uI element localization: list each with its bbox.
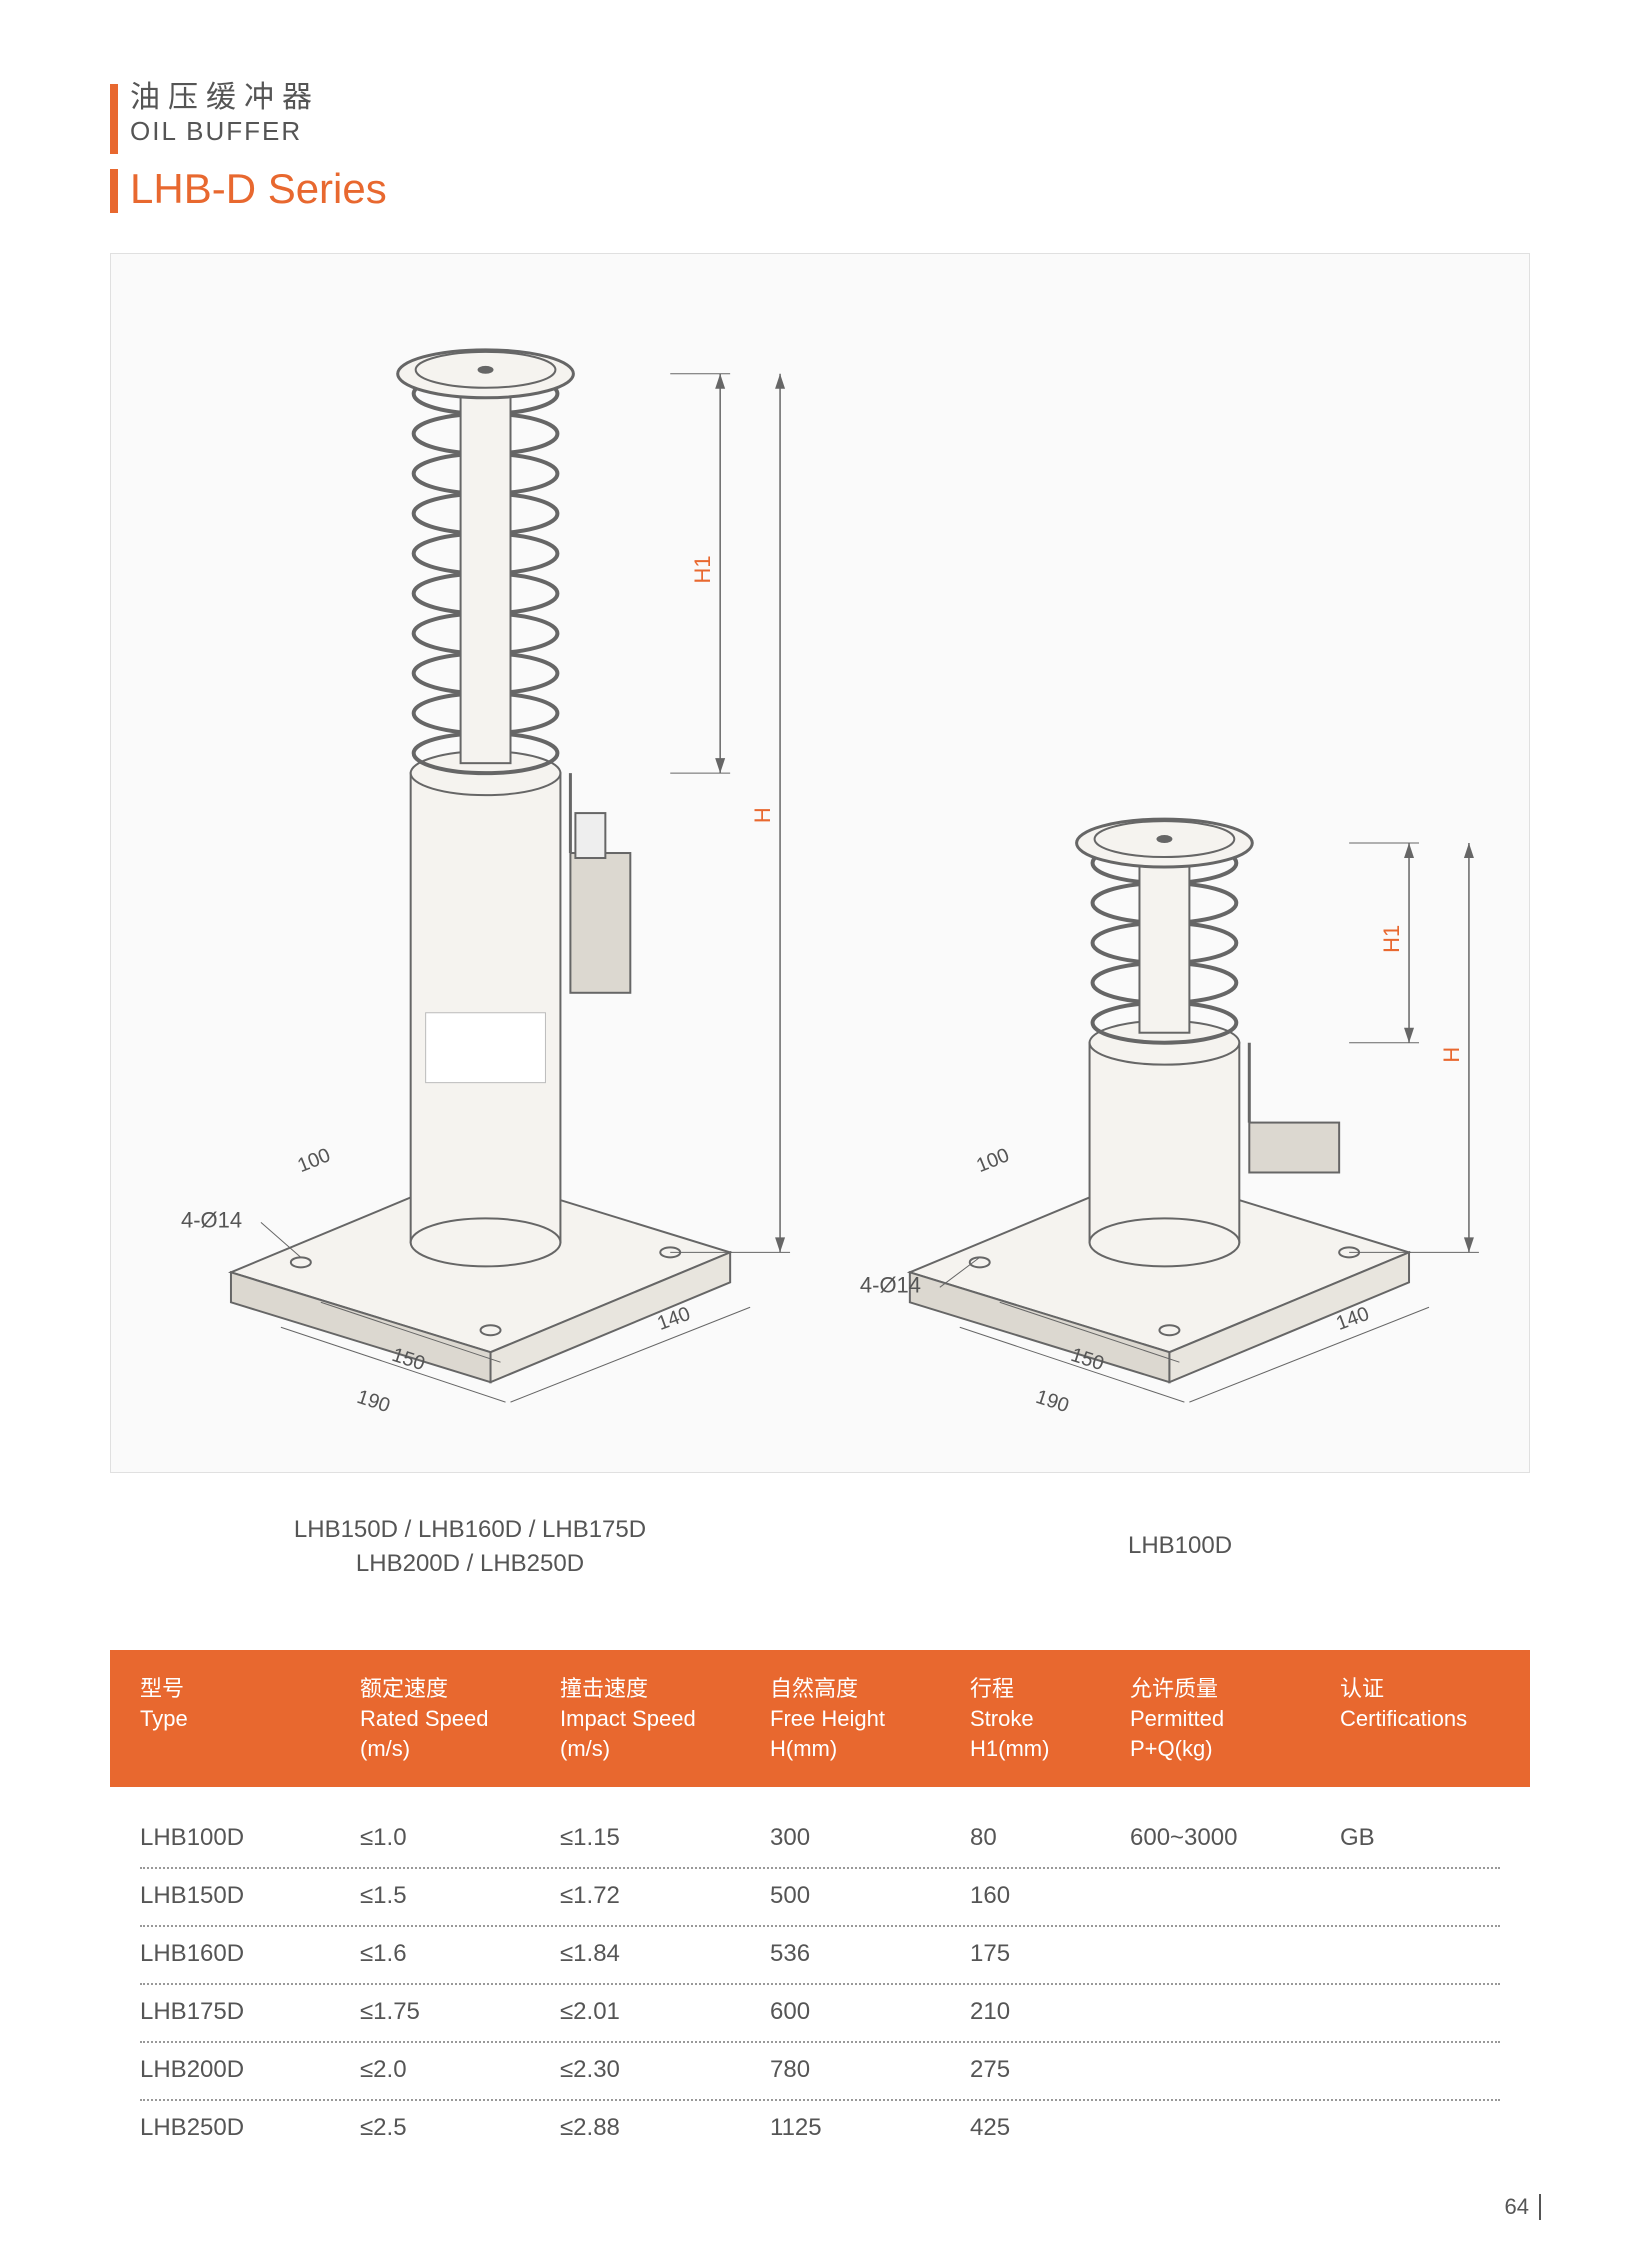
table-cell: ≤1.72 xyxy=(530,1880,740,1912)
hole-spec: 4-Ø14 xyxy=(181,1208,242,1233)
table-cell: 500 xyxy=(740,1880,940,1912)
table-cell: 1125 xyxy=(740,2112,940,2144)
table-cell: 210 xyxy=(940,1996,1100,2028)
series-accent-bar xyxy=(110,169,118,213)
th-type: 型号 Type xyxy=(110,1674,330,1763)
table-cell: ≤2.5 xyxy=(330,2112,530,2144)
table-cell: 275 xyxy=(940,2054,1100,2086)
th-permitted: 允许质量 Permitted P+Q(kg) xyxy=(1100,1674,1310,1763)
row-separator xyxy=(140,2041,1500,2043)
table-cell: ≤2.01 xyxy=(530,1996,740,2028)
table-cell: 175 xyxy=(940,1938,1100,1970)
table-row: LHB160D≤1.6≤1.84536175 xyxy=(110,1925,1530,1983)
th-rated-speed: 额定速度 Rated Speed (m/s) xyxy=(330,1674,530,1763)
table-cell: LHB175D xyxy=(110,1996,330,2028)
title-chinese: 油压缓冲器 xyxy=(130,80,1541,116)
table-row: LHB150D≤1.5≤1.72500160 xyxy=(110,1867,1530,1925)
page-number: 64 xyxy=(1505,2194,1541,2220)
row-separator xyxy=(140,1983,1500,1985)
th-impact-speed: 撞击速度 Impact Speed (m/s) xyxy=(530,1674,740,1763)
table-cell: ≤1.15 xyxy=(530,1822,740,1854)
diagram-captions: LHB150D / LHB160D / LHB175D LHB200D / LH… xyxy=(110,1513,1530,1580)
table-cell: LHB150D xyxy=(110,1880,330,1912)
header-block: 油压缓冲器 OIL BUFFER xyxy=(110,80,1541,147)
row-separator xyxy=(140,2099,1500,2101)
dim-h1-label: H1 xyxy=(690,556,715,584)
header-accent-bar xyxy=(110,84,118,154)
series-title: LHB-D Series xyxy=(130,165,1541,213)
short-buffer-group: H1 H 4-Ø14 100 150 190 140 xyxy=(860,819,1479,1417)
table-cell: LHB100D xyxy=(110,1822,330,1854)
table-cell: ≤1.0 xyxy=(330,1822,530,1854)
series-block: LHB-D Series xyxy=(110,165,1541,213)
svg-text:190: 190 xyxy=(354,1386,392,1417)
table-body: LHB100D≤1.0≤1.1530080600~3000GBLHB150D≤1… xyxy=(110,1787,1530,2157)
svg-text:4-Ø14: 4-Ø14 xyxy=(860,1272,921,1297)
svg-text:100: 100 xyxy=(973,1144,1012,1177)
table-cell: GB xyxy=(1310,1822,1530,1854)
caption-short-model: LHB100D xyxy=(830,1513,1530,1580)
table-cell: ≤1.75 xyxy=(330,1996,530,2028)
table-row: LHB100D≤1.0≤1.1530080600~3000GB xyxy=(110,1809,1530,1867)
svg-text:H: H xyxy=(1439,1047,1464,1063)
table-cell: ≤2.0 xyxy=(330,2054,530,2086)
catalog-page: 油压缓冲器 OIL BUFFER LHB-D Series xyxy=(0,0,1651,2260)
table-cell: 300 xyxy=(740,1822,940,1854)
table-cell: ≤1.5 xyxy=(330,1880,530,1912)
table-row: LHB200D≤2.0≤2.30780275 xyxy=(110,2041,1530,2099)
table-cell: ≤2.30 xyxy=(530,2054,740,2086)
buffer-diagram-svg: H1 H 4-Ø14 100 150 190 140 xyxy=(111,254,1529,1472)
table-row: LHB250D≤2.5≤2.881125425 xyxy=(110,2099,1530,2157)
table-cell: 80 xyxy=(940,1822,1100,1854)
tall-buffer-group: H1 H 4-Ø14 100 150 190 140 xyxy=(181,350,790,1417)
table-cell: ≤2.88 xyxy=(530,2112,740,2144)
table-cell: 425 xyxy=(940,2112,1100,2144)
dim-h-label: H xyxy=(750,807,775,823)
table-cell: ≤1.84 xyxy=(530,1938,740,1970)
table-cell: ≤1.6 xyxy=(330,1938,530,1970)
th-cert: 认证 Certifications xyxy=(1310,1674,1530,1763)
svg-text:100: 100 xyxy=(294,1144,333,1177)
table-cell: 600~3000 xyxy=(1100,1822,1310,1854)
table-cell: 536 xyxy=(740,1938,940,1970)
table-cell: LHB200D xyxy=(110,2054,330,2086)
row-separator xyxy=(140,1867,1500,1869)
technical-drawing-area: H1 H 4-Ø14 100 150 190 140 xyxy=(110,253,1530,1473)
table-cell: 600 xyxy=(740,1996,940,2028)
table-cell: LHB250D xyxy=(110,2112,330,2144)
th-free-height: 自然高度 Free Height H(mm) xyxy=(740,1674,940,1763)
svg-text:H1: H1 xyxy=(1379,925,1404,953)
th-stroke: 行程 Stroke H1(mm) xyxy=(940,1674,1100,1763)
table-cell: 160 xyxy=(940,1880,1100,1912)
spec-table: 型号 Type 额定速度 Rated Speed (m/s) 撞击速度 Impa… xyxy=(110,1650,1530,2157)
svg-text:190: 190 xyxy=(1033,1386,1071,1417)
caption-tall-models: LHB150D / LHB160D / LHB175D LHB200D / LH… xyxy=(110,1513,830,1580)
table-cell: LHB160D xyxy=(110,1938,330,1970)
table-header-row: 型号 Type 额定速度 Rated Speed (m/s) 撞击速度 Impa… xyxy=(110,1650,1530,1787)
title-english: OIL BUFFER xyxy=(130,116,1541,147)
table-row: LHB175D≤1.75≤2.01600210 xyxy=(110,1983,1530,2041)
table-cell: 780 xyxy=(740,2054,940,2086)
row-separator xyxy=(140,1925,1500,1927)
